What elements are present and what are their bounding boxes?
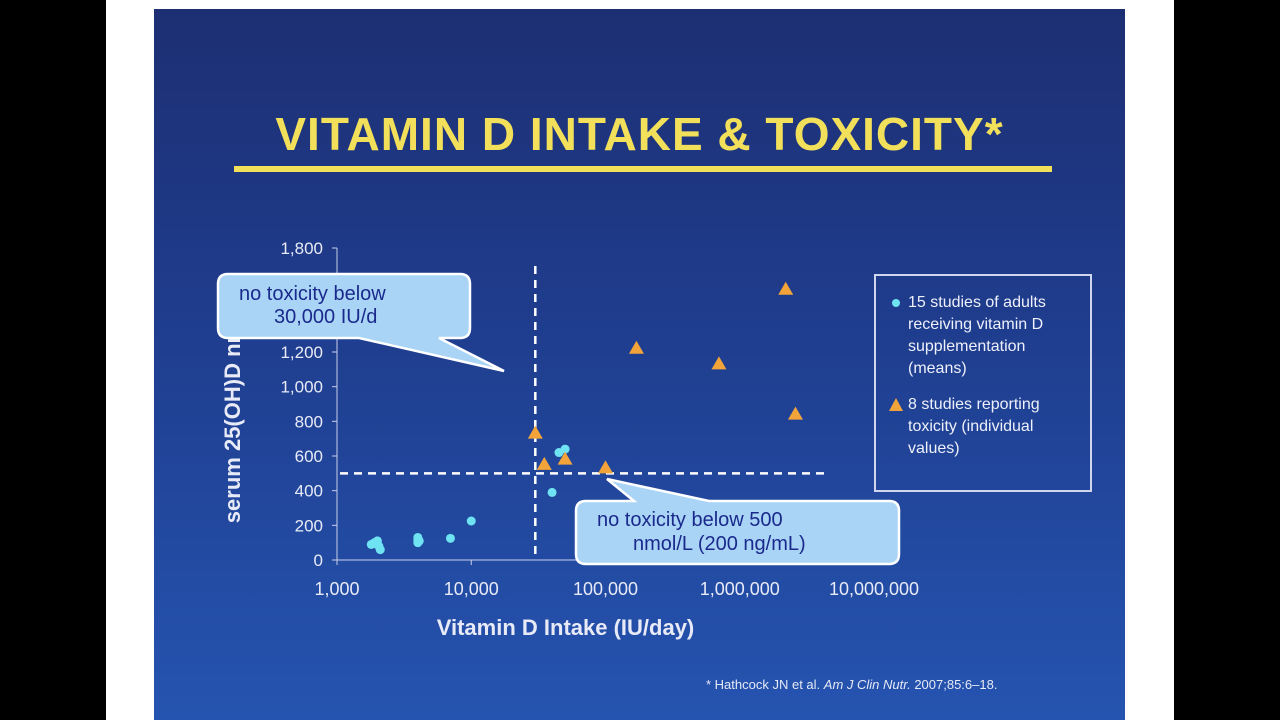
x-tick-label: 1,000 [314, 579, 359, 599]
toxicity-point [536, 456, 552, 470]
legend-item-toxicity: 8 studies reporting toxicity (individual… [888, 394, 1078, 460]
supplementation-point [371, 539, 381, 549]
callout-level-line1: no toxicity below 500 [597, 509, 783, 531]
y-tick-label: 1,200 [280, 343, 323, 362]
y-tick-label: 0 [314, 551, 323, 570]
toxicity-point [628, 340, 644, 354]
x-tick-label: 1,000,000 [700, 579, 780, 599]
y-tick-label: 600 [295, 447, 323, 466]
legend: 15 studies of adults receiving vitamin D… [874, 274, 1092, 492]
toxicity-point [527, 425, 543, 439]
x-axis-title: Vitamin D Intake (IU/day) [437, 615, 695, 640]
legend-circle-marker [888, 292, 906, 310]
citation-footnote: * Hathcock JN et al. Am J Clin Nutr. 200… [706, 677, 997, 692]
callout-intake: no toxicity below 30,000 IU/d [216, 272, 505, 373]
citation-journal: Am J Clin Nutr. [823, 677, 911, 692]
supplementation-point [466, 516, 476, 526]
supplementation-point [414, 536, 424, 546]
legend-triangle-marker [888, 394, 906, 412]
y-tick-label: 800 [295, 412, 323, 431]
title-underline [234, 166, 1052, 172]
toxicity-point [778, 281, 794, 295]
x-tick-label: 10,000 [444, 579, 499, 599]
y-tick-label: 400 [295, 482, 323, 501]
y-tick-label: 1,800 [280, 239, 323, 258]
callout-intake-line2: 30,000 IU/d [274, 306, 377, 328]
supplementation-point [547, 487, 557, 497]
y-tick-label: 1,000 [280, 378, 323, 397]
chart-axes: 02004006008001,0001,2001,4001,6001,8001,… [220, 239, 919, 640]
supplementation-point [445, 533, 455, 543]
legend-label-toxicity: 8 studies reporting toxicity (individual… [908, 396, 1040, 457]
scatter-chart: 02004006008001,0001,2001,4001,6001,8001,… [216, 239, 919, 640]
supplementation-point [554, 448, 564, 458]
legend-item-supplementation: 15 studies of adults receiving vitamin D… [888, 292, 1078, 380]
toxicity-point [598, 460, 613, 474]
slide: VITAMIN D INTAKE & TOXICITY* 0 200 400 600 8… [154, 9, 1125, 720]
toxicity-point [557, 451, 573, 465]
toxicity-point [711, 356, 727, 370]
callout-level: no toxicity below 500 nmol/L (200 ng/mL) [574, 477, 901, 566]
reference-lines [340, 266, 826, 560]
x-tick-label: 100,000 [573, 579, 638, 599]
citation-authors: * Hathcock JN et al. [706, 677, 824, 692]
toxicity-point [787, 406, 803, 420]
chart-marks [366, 281, 803, 555]
slide-title: VITAMIN D INTAKE & TOXICITY* [275, 108, 1004, 160]
callout-intake-shape [216, 272, 505, 373]
citation-details: 2007;85:6–18. [910, 677, 998, 692]
x-tick-label: 10,000,000 [829, 579, 919, 599]
y-tick-label: 200 [295, 516, 323, 535]
callout-level-line2: nmol/L (200 ng/mL) [633, 533, 806, 555]
legend-label-supplementation: 15 studies of adults receiving vitamin D… [908, 294, 1046, 377]
callout-intake-line1: no toxicity below [239, 283, 386, 305]
callout-level-shape [574, 477, 901, 566]
